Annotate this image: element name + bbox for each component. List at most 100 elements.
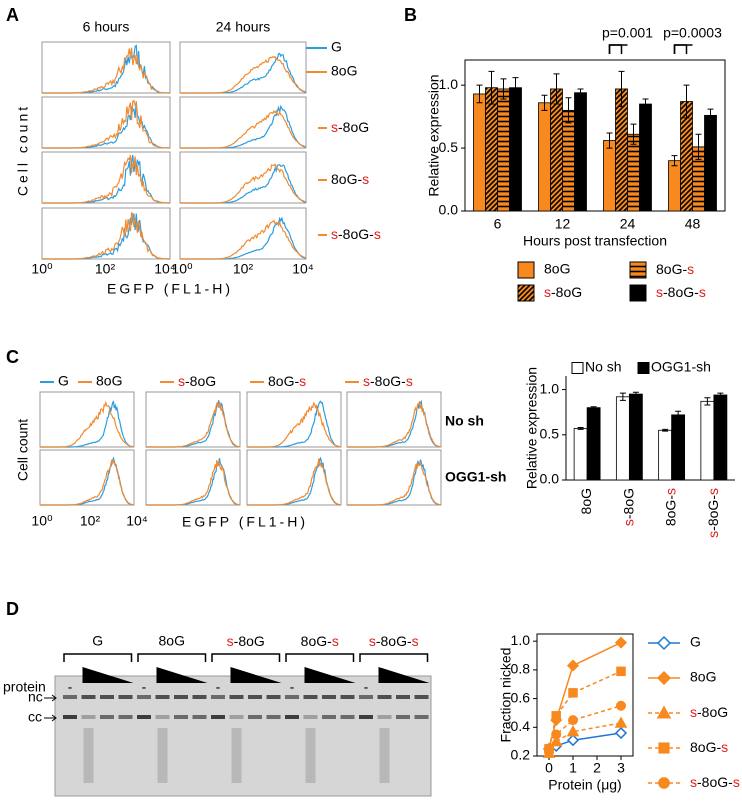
- bar: [562, 109, 575, 212]
- bar: [586, 407, 601, 481]
- histogram-trace: [180, 219, 307, 260]
- series-line: [548, 722, 622, 754]
- x-tick-label: 48: [685, 216, 701, 232]
- column-title: 24 hours: [216, 19, 270, 35]
- protein-gradient: [82, 667, 134, 683]
- label-part: 8oG: [301, 633, 327, 649]
- gel-band: [211, 695, 225, 699]
- x-tick-label: 24: [620, 216, 636, 232]
- annotation-bracket: [673, 44, 693, 54]
- histogram-frame: [179, 207, 307, 260]
- y-tick-label: 0.2: [511, 747, 531, 763]
- gel-band: [340, 715, 355, 719]
- marker: [616, 700, 626, 711]
- marker: [549, 735, 563, 747]
- error-bar: [704, 397, 711, 406]
- marker: [566, 725, 580, 737]
- histogram-frame: [346, 391, 442, 448]
- protein-gradient: [230, 667, 282, 683]
- histogram-trace: [180, 109, 307, 149]
- legend-label: s-8oG-s: [331, 226, 381, 242]
- legend-label: 8oG-s: [331, 171, 369, 187]
- error-bar: [553, 73, 560, 105]
- gel-band: [229, 715, 244, 719]
- label-part: 8oG: [375, 373, 401, 389]
- marker: [568, 688, 578, 698]
- label-part: s: [374, 226, 381, 242]
- gel-band: [359, 715, 373, 719]
- y-tick-label: 0.8: [511, 661, 531, 677]
- bar: [574, 92, 587, 212]
- gel-band: [285, 695, 299, 699]
- gel-band: [174, 715, 188, 719]
- gel-band: [155, 695, 170, 699]
- x-axis-label: Protein (μg): [548, 777, 621, 793]
- error-bar: [683, 84, 690, 119]
- label-part: s: [662, 488, 678, 495]
- error-bar: [512, 77, 519, 99]
- sample-bracket: [137, 653, 207, 662]
- label-part: s: [721, 739, 728, 755]
- x-tick-label: 6: [494, 216, 502, 232]
- gel-band: [303, 695, 318, 699]
- error-bar: [541, 94, 548, 111]
- bar: [628, 393, 643, 481]
- legend-label: s-8oG: [690, 704, 728, 720]
- label-part: s: [412, 633, 419, 649]
- marker: [614, 716, 628, 728]
- legend-label: s-8oG: [331, 119, 369, 135]
- label-part: s: [331, 226, 338, 242]
- y-tick-label: 1.0: [511, 632, 531, 648]
- label-part: -: [663, 284, 668, 300]
- gel-band: [266, 695, 281, 699]
- label-part: s: [332, 633, 339, 649]
- y-axis-label: Relative expression: [524, 367, 540, 489]
- gel-band: [192, 695, 207, 699]
- label-part: s: [331, 119, 338, 135]
- marker: [614, 636, 628, 649]
- label-part: -: [620, 514, 636, 519]
- error-bar: [662, 428, 669, 432]
- label-part: -: [327, 633, 332, 649]
- sample-bracket: [211, 653, 281, 662]
- bar: [603, 140, 616, 212]
- gel-band: [266, 715, 281, 719]
- histogram-trace: [146, 400, 241, 448]
- histogram-trace: [347, 461, 442, 506]
- label-part: -: [294, 373, 299, 389]
- legend-label: 8oG-s: [268, 373, 306, 389]
- gel-smear: [83, 728, 94, 783]
- marker: [551, 729, 562, 740]
- gel-smear: [231, 728, 242, 783]
- label-part: 8oG: [702, 704, 728, 720]
- no-protein-mark: -: [142, 679, 147, 695]
- panel-label: D: [6, 599, 19, 619]
- label-part: s: [227, 633, 234, 649]
- legend-swatch: [571, 362, 584, 374]
- label-part: 8oG: [331, 171, 357, 187]
- label-part: 8oG: [668, 284, 694, 300]
- label-part: -: [338, 119, 343, 135]
- gel-smear: [305, 728, 316, 783]
- label-part: -: [185, 373, 190, 389]
- x-axis-label: EGFP (FL1-H): [107, 281, 233, 297]
- x-axis-label: EGFP (FL1-H): [182, 514, 308, 530]
- sample-label: s-8oG-s: [369, 633, 419, 649]
- label-part: -: [697, 774, 702, 790]
- label-part: 8oG: [556, 284, 582, 300]
- label-part: s: [363, 373, 370, 389]
- no-protein-mark: -: [216, 679, 221, 695]
- bar: [658, 429, 673, 481]
- y-tick-label: 0.5: [439, 139, 459, 155]
- sample-label: G: [92, 633, 103, 649]
- marker: [616, 666, 626, 677]
- annotation: p=0.0003: [663, 25, 722, 41]
- gel-band: [303, 715, 318, 719]
- histogram-trace: [40, 400, 134, 448]
- gel-band: [100, 695, 114, 699]
- x-tick-label: 10⁴: [154, 261, 176, 277]
- histogram-frame: [246, 391, 342, 448]
- label-part: 8oG: [343, 119, 369, 135]
- gel-band: [248, 695, 262, 699]
